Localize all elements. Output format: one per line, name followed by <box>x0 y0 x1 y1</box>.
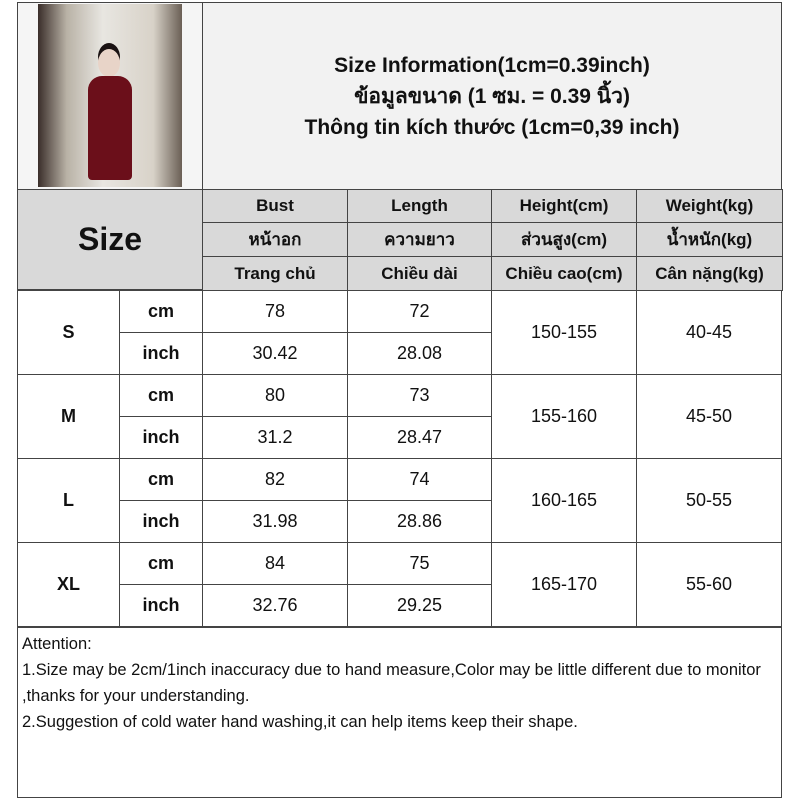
column-header: Weight(kg) <box>636 189 783 223</box>
title-vietnamese: Thông tin kích thước (1cm=0,39 inch) <box>304 115 680 139</box>
title-english: Size Information(1cm=0.39inch) <box>334 53 650 77</box>
size-header: Size <box>17 189 203 290</box>
measurement-cell: 28.47 <box>347 416 492 459</box>
column-header: Bust <box>202 189 348 223</box>
column-header: Chiều dài <box>347 256 492 291</box>
unit-label: inch <box>119 500 203 543</box>
weight-cell: 45-50 <box>636 374 782 459</box>
attention-notes: Attention: 1.Size may be 2cm/1inch inacc… <box>17 627 782 798</box>
column-header: Height(cm) <box>491 189 637 223</box>
unit-label: inch <box>119 332 203 375</box>
unit-label: cm <box>119 458 203 501</box>
column-header: น้ำหนัก(kg) <box>636 222 783 257</box>
unit-label: cm <box>119 290 203 333</box>
height-cell: 165-170 <box>491 542 637 627</box>
column-header: Cân nặng(kg) <box>636 256 783 291</box>
measurement-cell: 75 <box>347 542 492 585</box>
size-label: XL <box>17 542 120 627</box>
unit-label: cm <box>119 374 203 417</box>
notes-heading: Attention: <box>22 635 92 653</box>
unit-label: cm <box>119 542 203 585</box>
column-header: Length <box>347 189 492 223</box>
title-thai: ข้อมูลขนาด (1 ซม. = 0.39 นิ้ว) <box>354 84 630 108</box>
measurement-cell: 74 <box>347 458 492 501</box>
size-label: M <box>17 374 120 459</box>
note-1: 1.Size may be 2cm/1inch inaccuracy due t… <box>22 661 761 705</box>
measurement-cell: 28.86 <box>347 500 492 543</box>
unit-label: inch <box>119 416 203 459</box>
size-label: L <box>17 458 120 543</box>
weight-cell: 55-60 <box>636 542 782 627</box>
column-header: Chiều cao(cm) <box>491 256 637 291</box>
measurement-cell: 80 <box>202 374 348 417</box>
measurement-cell: 84 <box>202 542 348 585</box>
measurement-cell: 73 <box>347 374 492 417</box>
measurement-cell: 82 <box>202 458 348 501</box>
measurement-cell: 28.08 <box>347 332 492 375</box>
measurement-cell: 72 <box>347 290 492 333</box>
title-cell: Size Information(1cm=0.39inch) ข้อมูลขนา… <box>202 2 782 190</box>
measurement-cell: 30.42 <box>202 332 348 375</box>
size-label: S <box>17 290 120 375</box>
column-header: ส่วนสูง(cm) <box>491 222 637 257</box>
column-header: Trang chủ <box>202 256 348 291</box>
note-2: 2.Suggestion of cold water hand washing,… <box>22 713 578 731</box>
height-cell: 150-155 <box>491 290 637 375</box>
measurement-cell: 32.76 <box>202 584 348 627</box>
measurement-cell: 78 <box>202 290 348 333</box>
product-photo <box>38 4 182 187</box>
column-header: ความยาว <box>347 222 492 257</box>
weight-cell: 50-55 <box>636 458 782 543</box>
column-header: หน้าอก <box>202 222 348 257</box>
weight-cell: 40-45 <box>636 290 782 375</box>
measurement-cell: 31.98 <box>202 500 348 543</box>
height-cell: 160-165 <box>491 458 637 543</box>
unit-label: inch <box>119 584 203 627</box>
measurement-cell: 31.2 <box>202 416 348 459</box>
height-cell: 155-160 <box>491 374 637 459</box>
measurement-cell: 29.25 <box>347 584 492 627</box>
